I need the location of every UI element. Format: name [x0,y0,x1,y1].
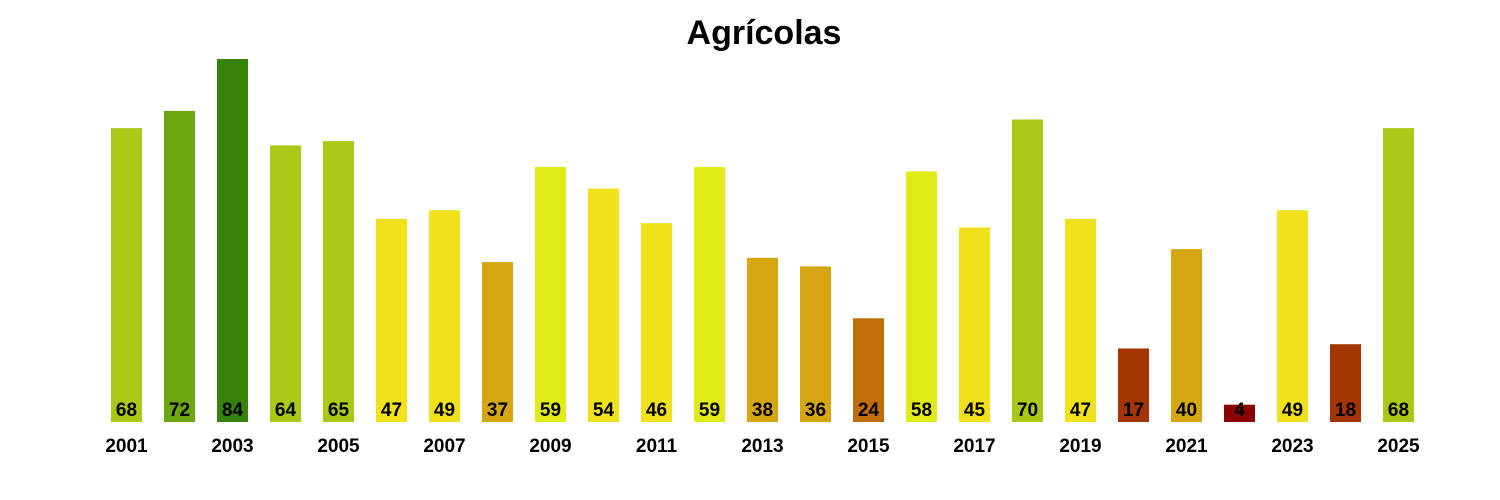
data-label-2018: 70 [1017,400,1038,421]
x-tick-label-2023: 2023 [1271,436,1313,457]
bar-2012 [694,167,725,422]
bar-2002 [164,110,195,423]
data-label-2011: 46 [646,400,667,421]
data-label-2007: 49 [434,400,455,421]
data-label-2004: 64 [275,400,297,421]
x-tick-label-2013: 2013 [741,436,783,457]
bar-2006 [376,218,407,422]
bars-layer [111,59,1414,423]
data-label-2015: 24 [858,400,880,421]
x-tick-label-2011: 2011 [636,436,678,457]
data-label-2010: 54 [593,400,615,421]
bar-2021 [1171,249,1202,422]
chart-title: Agrícolas [687,14,842,52]
x-tick-label-2021: 2021 [1165,436,1208,457]
bar-2018 [1012,119,1043,422]
data-label-2013: 38 [752,400,773,421]
bar-2011 [641,223,672,422]
data-labels-layer: 68 72 84 64 65 47 49 37 59 54 46 59 38 36 24 58 45 70 47 17… [116,400,1409,421]
data-label-2006: 47 [381,400,402,421]
data-label-2020: 17 [1123,400,1144,421]
data-label-2005: 65 [328,400,350,421]
bar-2007 [429,210,460,423]
data-label-2002: 72 [169,400,190,421]
x-tick-label-2005: 2005 [317,436,360,457]
data-label-2025: 68 [1388,400,1409,421]
bar-2005 [323,141,354,422]
bar-2014 [800,266,831,422]
data-label-2019: 47 [1070,400,1091,421]
bar-2008 [482,262,513,422]
data-label-2024: 18 [1335,400,1356,421]
bar-2010 [588,188,619,422]
x-tick-label-2009: 2009 [529,436,571,457]
data-label-2021: 40 [1176,400,1197,421]
data-label-2014: 36 [805,400,826,421]
bar-2015 [853,318,884,422]
bar-2019 [1065,218,1096,422]
bar-2025 [1383,128,1414,422]
x-tick-label-2019: 2019 [1059,436,1101,457]
bar-2022 [1224,404,1255,422]
x-axis-tick-labels: 2001 2003 2005 2007 2009 2011 2013 2015 2017 2019… [105,436,1420,457]
x-tick-label-2017: 2017 [953,436,995,457]
data-label-2017: 45 [964,400,986,421]
data-label-2009: 59 [540,400,561,421]
data-label-2016: 58 [911,400,932,421]
data-label-2022: 4 [1234,400,1245,421]
data-label-2023: 49 [1282,400,1303,421]
bar-2009 [535,167,566,422]
bar-2024 [1330,344,1361,422]
x-tick-label-2001: 2001 [105,436,148,457]
x-tick-label-2007: 2007 [423,436,465,457]
bar-2016 [906,171,937,422]
bar-2020 [1118,348,1149,422]
bar-2001 [111,128,142,422]
data-label-2008: 37 [487,400,508,421]
data-label-2003: 84 [222,400,244,421]
bar-2004 [270,145,301,422]
x-tick-label-2025: 2025 [1377,436,1420,457]
x-tick-label-2015: 2015 [847,436,890,457]
bar-2017 [959,227,990,422]
bar-2003 [217,59,248,422]
bar-2023 [1277,210,1308,423]
data-label-2001: 68 [116,400,137,421]
data-label-2012: 59 [699,400,720,421]
bar-2013 [747,257,778,422]
x-tick-label-2003: 2003 [211,436,253,457]
